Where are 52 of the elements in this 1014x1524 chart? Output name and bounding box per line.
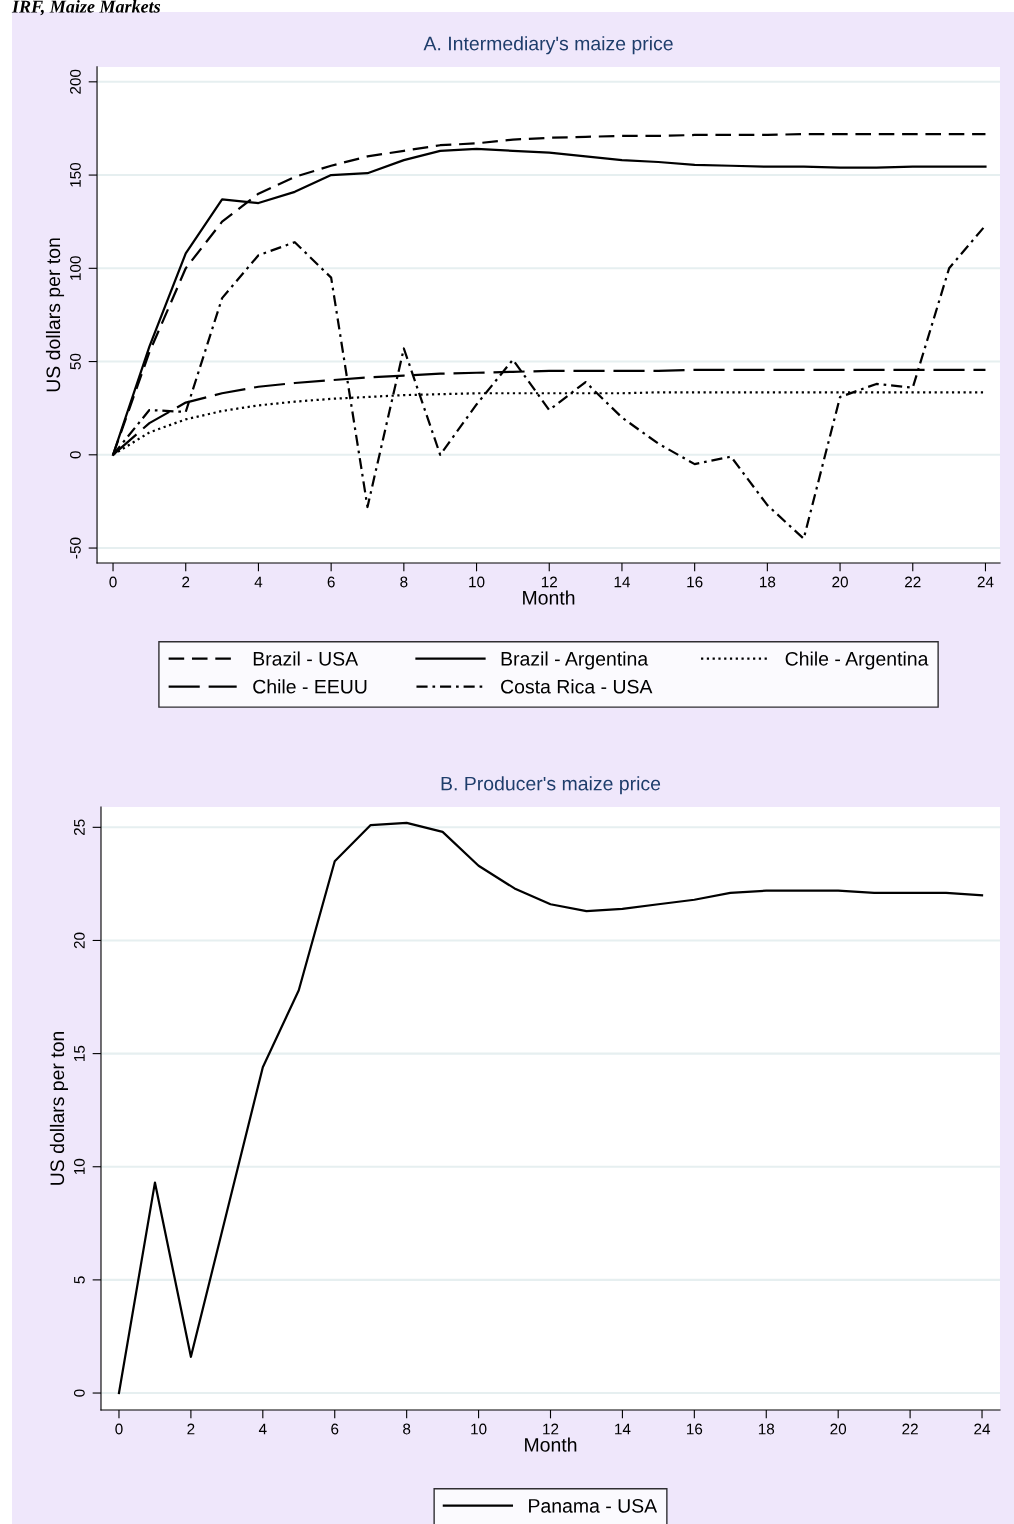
y-tick-label: 10 xyxy=(73,1158,85,1175)
y-tick-label: 20 xyxy=(73,932,85,949)
legend-label: Brazil - Argentina xyxy=(501,651,649,670)
y-tick-label: 15 xyxy=(74,1045,85,1061)
x-tick-label: 4 xyxy=(254,576,263,588)
x-tick-label: 0 xyxy=(115,1423,123,1435)
legend-label: Panama - USA xyxy=(529,1498,658,1513)
x-tick-label: 2 xyxy=(182,576,190,588)
line-series xyxy=(117,821,984,1395)
x-tick-label: 14 xyxy=(614,576,630,588)
x-tick-label: 16 xyxy=(687,1423,703,1435)
x-axis-title: Month xyxy=(525,1437,577,1452)
x-tick-label: 18 xyxy=(758,1423,775,1435)
y-tick-label: 0 xyxy=(70,451,81,459)
x-tick-label: 6 xyxy=(331,1423,339,1435)
legend-label: Costa Rica - USA xyxy=(501,679,653,694)
x-tick-label: 10 xyxy=(471,1423,487,1435)
x-tick-label: 20 xyxy=(830,1423,847,1435)
x-tick-label: 12 xyxy=(543,1423,559,1435)
x-tick-label: 24 xyxy=(974,1423,991,1435)
y-tick-label: 100 xyxy=(70,256,81,280)
legend-label: Chile - EEUU xyxy=(253,679,367,694)
x-tick-label: 2 xyxy=(187,1423,195,1435)
x-tick-label: 24 xyxy=(977,576,994,588)
y-tick-label: -50 xyxy=(70,537,81,559)
x-tick-label: 14 xyxy=(615,1423,631,1435)
x-tick-label: 0 xyxy=(109,576,117,588)
x-tick-label: 8 xyxy=(403,1423,411,1435)
legend-label: Brazil - USA xyxy=(253,651,359,666)
chart-title: A. Intermediary's maize price xyxy=(423,36,673,55)
y-tick-label: 200 xyxy=(70,69,81,94)
x-tick-label: 4 xyxy=(258,1423,267,1435)
chart-title: B. Producer's maize price xyxy=(441,776,661,795)
y-axis-title: US dollars per ton xyxy=(49,1031,68,1185)
y-tick-label: 50 xyxy=(70,353,81,370)
x-axis-title: Month xyxy=(523,590,575,605)
x-tick-label: 10 xyxy=(469,576,485,588)
x-tick-label: 22 xyxy=(905,576,921,588)
x-tick-label: 18 xyxy=(760,576,776,588)
y-tick-label: 25 xyxy=(73,819,85,836)
x-tick-label: 20 xyxy=(832,576,848,588)
x-tick-label: 6 xyxy=(327,576,335,588)
y-axis-title: US dollars per ton xyxy=(45,238,65,392)
y-tick-label: 5 xyxy=(74,1276,85,1284)
x-tick-label: 12 xyxy=(541,576,557,588)
x-tick-label: 16 xyxy=(687,576,703,588)
x-tick-label: 8 xyxy=(400,576,408,588)
text: IRF, Maize Markets xyxy=(11,0,161,16)
legend-label: Chile - Argentina xyxy=(785,651,929,670)
y-tick-label: 150 xyxy=(70,162,81,187)
x-tick-label: 22 xyxy=(902,1423,918,1435)
y-tick-label: 0 xyxy=(73,1389,85,1397)
